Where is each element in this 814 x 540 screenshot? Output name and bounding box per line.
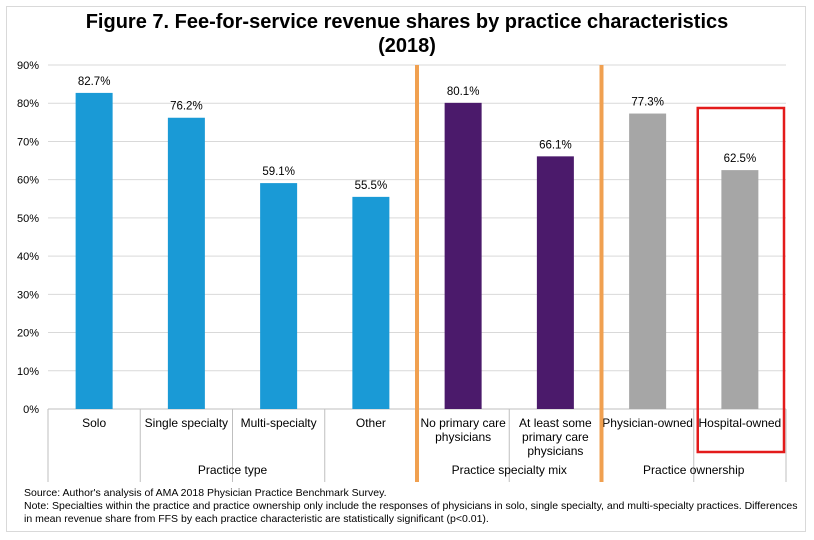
bar xyxy=(444,102,482,409)
chart-notes: Source: Author's analysis of AMA 2018 Ph… xyxy=(24,487,804,526)
bar xyxy=(629,113,667,409)
y-tick-label: 0% xyxy=(23,404,39,416)
chart-title-line-2: (2018) xyxy=(378,35,436,57)
x-tick-label: primary care xyxy=(522,430,589,444)
footnote: Note: Specialties within the practice an… xyxy=(24,500,798,525)
data-label: 76.2% xyxy=(170,101,203,113)
group-label: Practice specialty mix xyxy=(452,463,567,477)
x-tick-label: physicians xyxy=(435,430,491,444)
data-label: 55.5% xyxy=(355,180,388,192)
data-label: 80.1% xyxy=(447,86,480,98)
y-tick-label: 90% xyxy=(17,60,39,72)
group-label: Practice ownership xyxy=(643,463,745,477)
bar xyxy=(721,170,759,409)
x-tick-label: Hospital-owned xyxy=(699,416,782,430)
x-tick-label: At least some xyxy=(519,416,592,430)
x-tick-label: No primary care xyxy=(420,416,506,430)
y-tick-label: 60% xyxy=(17,175,39,187)
bar xyxy=(167,117,205,409)
y-tick-label: 50% xyxy=(17,213,39,225)
source-note: Source: Author's analysis of AMA 2018 Ph… xyxy=(24,487,387,499)
y-tick-label: 30% xyxy=(17,289,39,301)
bar xyxy=(536,156,574,409)
chart-title-line-1: Figure 7. Fee-for-service revenue shares… xyxy=(85,11,729,33)
x-tick-label: Single specialty xyxy=(145,416,228,430)
x-tick-label: Solo xyxy=(82,416,106,430)
data-label: 62.5% xyxy=(724,153,757,165)
bar xyxy=(260,183,298,409)
bar xyxy=(75,92,113,409)
data-label: 77.3% xyxy=(631,97,664,109)
group-label: Practice type xyxy=(198,463,268,477)
x-tick-label: Multi-specialty xyxy=(241,416,317,430)
y-tick-label: 20% xyxy=(17,328,39,340)
y-tick-label: 10% xyxy=(17,366,39,378)
x-tick-label: physicians xyxy=(527,444,583,458)
data-label: 59.1% xyxy=(262,166,295,178)
data-label: 66.1% xyxy=(539,139,572,151)
chart-title: Figure 7. Fee-for-service revenue shares… xyxy=(0,10,814,58)
x-tick-label: Other xyxy=(356,416,386,430)
data-label: 82.7% xyxy=(78,76,111,88)
y-tick-label: 80% xyxy=(17,98,39,110)
x-tick-label: Physician-owned xyxy=(602,416,693,430)
y-tick-label: 40% xyxy=(17,251,39,263)
chart-frame xyxy=(6,6,806,532)
bar xyxy=(352,196,390,409)
highlight-box xyxy=(696,106,786,454)
y-tick-label: 70% xyxy=(17,136,39,148)
